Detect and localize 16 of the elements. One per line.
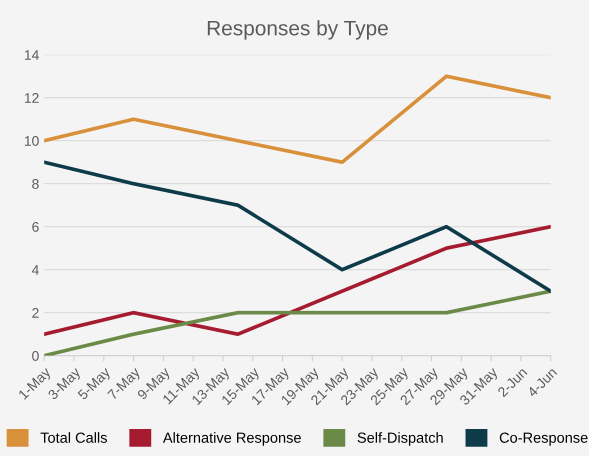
y-tick-label: 4 bbox=[32, 265, 39, 275]
y-tick-label: 6 bbox=[32, 222, 39, 232]
y-tick-label: 0 bbox=[32, 351, 39, 361]
y-tick-label: 14 bbox=[24, 50, 39, 60]
chart-title: Responses by Type bbox=[208, 20, 388, 40]
y-tick-label: 10 bbox=[24, 136, 39, 146]
y-tick-label: 8 bbox=[32, 179, 39, 189]
legend-label: Total Calls bbox=[40, 432, 107, 443]
legend-label: Self-Dispatch bbox=[358, 432, 443, 446]
y-tick-label: 12 bbox=[24, 93, 39, 103]
line-series bbox=[44, 224, 551, 336]
line-series bbox=[44, 74, 551, 164]
y-tick-label: 2 bbox=[32, 308, 39, 318]
legend-label: Alternative Response bbox=[162, 432, 301, 446]
line-series bbox=[44, 160, 551, 293]
legend-label: Co-Response bbox=[500, 432, 588, 446]
